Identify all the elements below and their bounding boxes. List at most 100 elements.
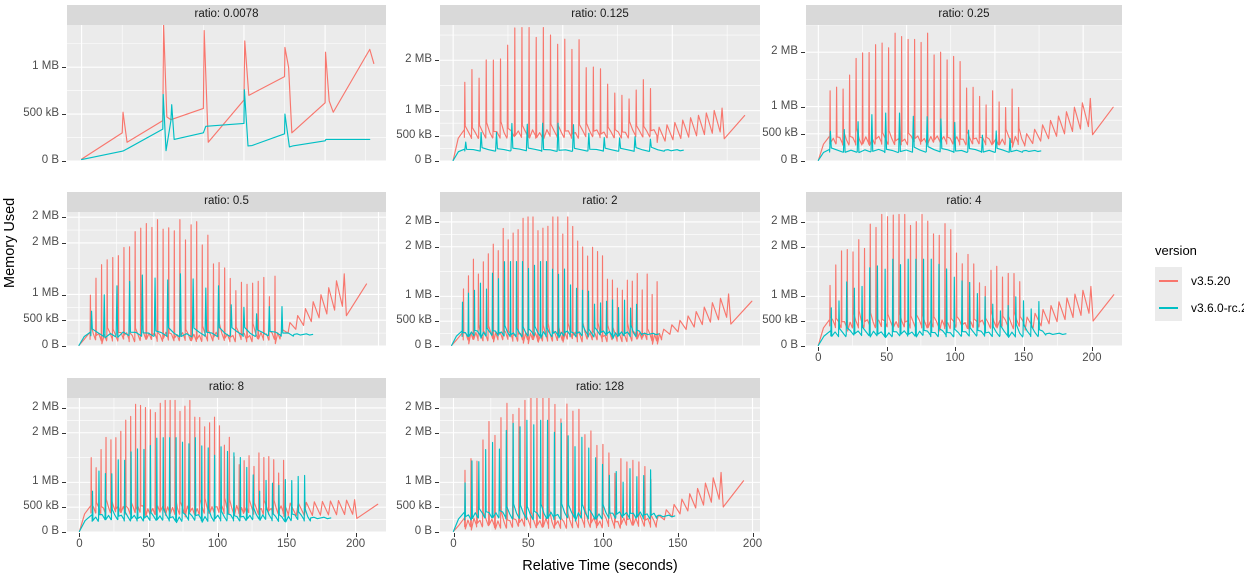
y-tick-mark <box>62 407 66 409</box>
legend-line-icon <box>1159 306 1178 309</box>
y-tick-mark <box>801 221 805 223</box>
plot-area <box>806 25 1122 161</box>
legend-key-swatch <box>1155 294 1182 321</box>
x-tick-mark <box>818 347 820 351</box>
y-tick-label: 2 MB <box>771 214 798 227</box>
legend: version v3.5.20 v3.6.0-rc.2 <box>1155 243 1244 321</box>
y-tick-mark <box>62 320 66 322</box>
series-line-v3-5-20 <box>82 25 374 159</box>
y-tick-mark <box>62 242 66 244</box>
y-tick-label: 500 kB <box>23 107 59 120</box>
series-line-v3-6-0-rc-2 <box>79 438 330 532</box>
x-tick-label: 200 <box>742 538 763 550</box>
y-tick-label: 500 kB <box>396 500 432 513</box>
facet-strip-label: ratio: 4 <box>946 195 982 208</box>
x-tick-label: 0 <box>76 538 83 550</box>
x-axis-title-text: Relative Time (seconds) <box>522 558 678 574</box>
x-axis-title: Relative Time (seconds) <box>440 558 760 574</box>
y-tick-label: 2 MB <box>405 214 432 227</box>
series-line-v3-6-0-rc-2 <box>79 274 313 346</box>
facet-panel: ratio: 128 <box>440 378 760 532</box>
facet-strip: ratio: 4 <box>806 192 1122 212</box>
y-tick-label: 1 MB <box>405 103 432 116</box>
facet-strip-label: ratio: 0.125 <box>571 8 629 21</box>
plot-area <box>440 212 760 346</box>
y-tick-mark <box>435 296 439 298</box>
y-tick-label: 500 kB <box>23 500 59 513</box>
facet-strip-label: ratio: 2 <box>582 195 618 208</box>
y-tick-label: 0 B <box>41 525 59 537</box>
facet-strip: ratio: 0.0078 <box>67 5 386 25</box>
x-tick-label: 50 <box>142 538 155 550</box>
x-tick-mark <box>1023 347 1025 351</box>
y-tick-mark <box>435 221 439 223</box>
facet-strip-label: ratio: 0.25 <box>938 8 990 21</box>
y-tick-mark <box>435 135 439 137</box>
y-tick-mark <box>435 60 439 62</box>
facet-strip-label: ratio: 8 <box>208 381 245 394</box>
facet-panel: ratio: 2 <box>440 192 760 346</box>
x-tick-label: 100 <box>593 538 613 550</box>
y-tick-label: 2 MB <box>32 210 59 223</box>
x-tick-label: 200 <box>346 538 366 550</box>
facet-panel: ratio: 0.0078 <box>67 5 386 161</box>
y-tick-label: 1 MB <box>32 60 59 73</box>
facet-strip: ratio: 2 <box>440 192 760 212</box>
x-tick-label: 150 <box>276 538 297 550</box>
facet-panel: ratio: 0.25 <box>806 5 1122 161</box>
y-tick-label: 1 MB <box>32 475 59 488</box>
y-tick-mark <box>62 67 66 69</box>
legend-item-label: v3.5.20 <box>1191 273 1231 288</box>
x-tick-mark <box>677 533 679 537</box>
legend-item[interactable]: v3.5.20 <box>1155 267 1244 294</box>
x-tick-label: 150 <box>668 538 688 550</box>
y-tick-label: 500 kB <box>396 128 432 141</box>
y-tick-label: 2 MB <box>405 239 432 252</box>
legend-line-icon <box>1159 279 1178 282</box>
y-tick-mark <box>62 114 66 116</box>
facet-strip: ratio: 0.25 <box>806 5 1122 25</box>
x-tick-label: 100 <box>945 352 965 364</box>
y-tick-label: 0 B <box>414 525 432 537</box>
facet-panel: ratio: 0.5 <box>67 192 386 346</box>
legend-items: v3.5.20 v3.6.0-rc.2 <box>1155 267 1244 321</box>
y-tick-label: 2 MB <box>405 400 432 413</box>
y-tick-mark <box>62 217 66 219</box>
facet-strip-label: ratio: 0.5 <box>204 195 249 208</box>
y-tick-mark <box>62 161 66 162</box>
facet-strip: ratio: 0.125 <box>440 5 760 25</box>
facet-panel: ratio: 8 <box>67 378 386 532</box>
gridlines <box>67 212 386 346</box>
x-tick-label: 0 <box>450 538 457 550</box>
y-tick-label: 2 MB <box>405 53 432 66</box>
legend-item[interactable]: v3.6.0-rc.2 <box>1155 294 1244 321</box>
facet-panel: ratio: 4 <box>806 192 1122 346</box>
y-tick-mark <box>801 296 805 298</box>
x-tick-label: 200 <box>1082 352 1102 364</box>
series-line-v3-6-0-rc-2 <box>453 123 683 160</box>
y-tick-label: 0 B <box>414 154 432 166</box>
plot-area <box>440 398 760 532</box>
y-tick-mark <box>62 346 66 347</box>
gridlines <box>67 398 386 532</box>
y-tick-label: 2 MB <box>405 425 432 438</box>
y-tick-mark <box>62 482 66 484</box>
y-tick-mark <box>801 161 805 162</box>
plot-area <box>440 25 760 161</box>
y-tick-label: 2 MB <box>32 235 59 248</box>
y-tick-label: 0 B <box>780 339 798 351</box>
y-tick-mark <box>801 133 805 135</box>
y-tick-mark <box>435 482 439 484</box>
y-tick-mark <box>435 110 439 112</box>
y-tick-label: 2 MB <box>32 425 59 438</box>
series-line-v3-6-0-rc-2 <box>452 262 659 346</box>
x-tick-mark <box>355 533 357 537</box>
y-tick-mark <box>62 507 66 509</box>
x-tick-mark <box>528 533 530 537</box>
plot-svg <box>806 212 1122 346</box>
y-tick-label: 500 kB <box>23 313 59 326</box>
y-tick-mark <box>62 294 66 296</box>
y-tick-mark <box>801 321 805 323</box>
x-tick-label: 100 <box>207 538 228 550</box>
